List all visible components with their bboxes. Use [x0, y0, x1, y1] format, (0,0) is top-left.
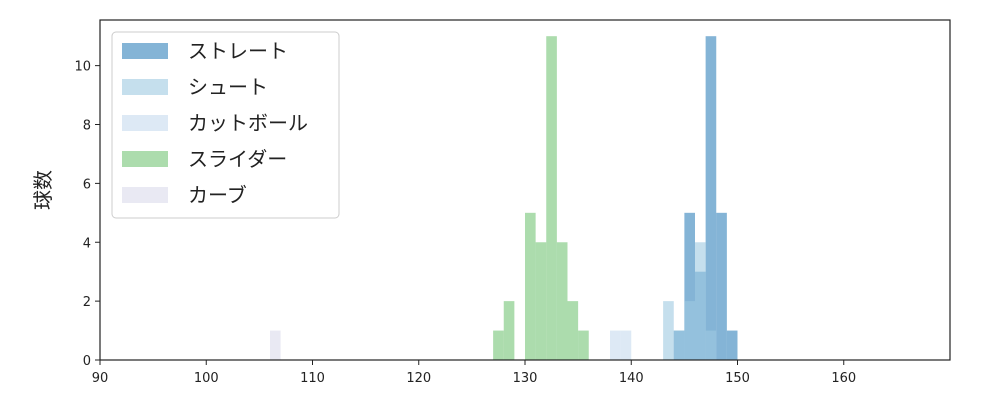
- legend-label: ストレート: [188, 39, 288, 63]
- x-tick-label: 160: [831, 371, 856, 386]
- bar-series-3: [567, 301, 579, 360]
- legend-label: カットボール: [188, 111, 308, 135]
- bar-series-3: [535, 242, 547, 360]
- y-tick-label: 8: [83, 119, 91, 134]
- bar-series-3: [556, 242, 568, 360]
- bar-series-1: [663, 301, 674, 360]
- bar-series-3: [525, 212, 536, 360]
- x-tick-label: 130: [513, 371, 538, 386]
- legend-label: カーブ: [188, 183, 247, 207]
- y-tick-label: 0: [83, 354, 91, 369]
- x-tick-label: 100: [194, 371, 219, 386]
- bar-series-1: [695, 242, 706, 360]
- bar-series-0: [684, 212, 695, 360]
- x-tick-label: 110: [300, 371, 325, 386]
- bar-series-3: [578, 330, 589, 360]
- bar-series-3: [546, 36, 557, 360]
- legend-swatch: [122, 43, 168, 59]
- y-tick-label: 4: [83, 236, 91, 251]
- y-axis-label: 球数: [31, 170, 55, 210]
- legend-label: シュート: [188, 75, 268, 99]
- bar-series-4: [270, 330, 281, 360]
- x-tick-label: 140: [619, 371, 644, 386]
- legend-swatch: [122, 187, 168, 203]
- bar-series-0: [705, 36, 717, 360]
- y-axis: 0 2 4 6 8 10: [74, 60, 100, 369]
- bar-series-1: [673, 330, 685, 360]
- y-tick-label: 10: [74, 60, 91, 75]
- y-tick-label: 6: [83, 177, 91, 192]
- legend-swatch: [122, 151, 168, 167]
- bars-layer: [270, 36, 738, 360]
- y-tick-label: 2: [83, 295, 91, 310]
- x-tick-label: 150: [725, 371, 750, 386]
- bar-series-2: [620, 330, 632, 360]
- bar-series-2: [610, 330, 621, 360]
- legend-swatch: [122, 115, 168, 131]
- x-tick-label: 120: [406, 371, 431, 386]
- bar-series-1: [705, 330, 717, 360]
- bar-series-1: [684, 301, 695, 360]
- x-tick-label: 90: [92, 371, 109, 386]
- x-axis: 90 100 110 120 130 140 150 160: [92, 360, 856, 386]
- bar-series-0: [716, 212, 727, 360]
- legend-box: [111, 31, 340, 219]
- legend-swatch: [122, 79, 168, 95]
- bar-series-3: [503, 301, 515, 360]
- bar-series-3: [493, 330, 504, 360]
- legend-label: スライダー: [188, 147, 287, 171]
- bar-series-0: [726, 330, 738, 360]
